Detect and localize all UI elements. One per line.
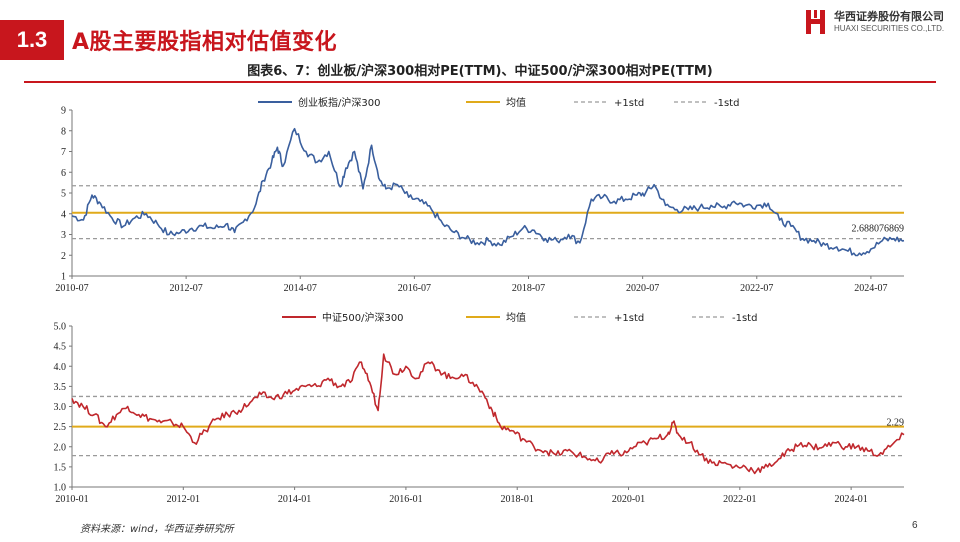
legend: 中证500/沪深300 均值 +1std -1std	[282, 311, 757, 324]
legend: 创业板指/沪深300 均值 +1std -1std	[258, 96, 739, 109]
legend-label: +1std	[614, 98, 644, 109]
section-title: A股主要股指相对估值变化	[72, 30, 338, 55]
last-value-label: 2.688076869	[852, 224, 905, 235]
x-tick-label: 2016-07	[398, 283, 431, 294]
chart-2: 1.0 1.5 2.0 2.5 3.0 3.5 4.0 4.5 5.0 2010-01 2012-0…	[54, 311, 905, 505]
page-number: 6	[912, 520, 918, 531]
legend-label: -1std	[732, 313, 757, 324]
x-tick-label: 2022-01	[723, 494, 756, 505]
y-tick-label: 3	[61, 230, 66, 241]
legend-label: 创业板指/沪深300	[298, 96, 380, 109]
x-tick-label: 2020-01	[612, 494, 645, 505]
y-tick-label: 2.5	[54, 422, 67, 433]
x-tick-label: 2016-01	[389, 494, 422, 505]
y-tick-label: 5.0	[54, 322, 67, 333]
chart-heading: 图表6、7：创业板/沪深300相对PE(TTM)、中证500/沪深300相对PE…	[247, 64, 713, 79]
y-tick-label: 2	[61, 251, 66, 262]
x-tick-label: 2012-01	[167, 494, 200, 505]
legend-label: +1std	[614, 313, 644, 324]
y-tick-label: 7	[61, 147, 66, 158]
y-tick-label: 6	[61, 168, 66, 179]
y-tick-label: 8	[61, 126, 66, 137]
y-tick-label: 2.0	[54, 442, 67, 453]
series-line	[71, 127, 905, 257]
x-tick-label: 2020-07	[626, 283, 659, 294]
y-tick-label: 9	[61, 106, 66, 117]
y-tick-label: 3.0	[54, 402, 67, 413]
x-tick-label: 2024-07	[854, 283, 887, 294]
x-tick-label: 2010-07	[55, 283, 88, 294]
x-tick-label: 2018-01	[501, 494, 534, 505]
legend-label: 均值	[506, 96, 526, 109]
x-tick-label: 2010-01	[55, 494, 88, 505]
section-number-badge: 1.3	[0, 20, 64, 60]
last-value-label: 2.29	[887, 418, 905, 429]
legend-label: 均值	[506, 311, 526, 324]
x-tick-label: 2014-01	[278, 494, 311, 505]
y-tick-label: 1	[61, 272, 66, 283]
y-tick-label: 4.0	[54, 362, 67, 373]
y-tick-label: 4	[61, 209, 66, 220]
legend-label: 中证500/沪深300	[322, 311, 404, 324]
logo-english-name: HUAXI SECURITIES CO.,LTD.	[834, 24, 945, 33]
chart-1: 1 2 3 4 5 6 7 8 9 2010-07 2012-07 2014-07 2016-07 201…	[55, 96, 905, 294]
y-tick-label: 4.5	[54, 342, 67, 353]
data-source-note: 资料来源：wind，华西证券研究所	[80, 524, 234, 535]
logo-chinese-name: 华西证券股份有限公司	[834, 10, 944, 23]
x-tick-label: 2024-01	[834, 494, 867, 505]
y-tick-label: 1.5	[54, 462, 67, 473]
x-tick-label: 2014-07	[284, 283, 317, 294]
y-tick-label: 3.5	[54, 382, 67, 393]
x-tick-label: 2018-07	[512, 283, 545, 294]
huaxi-logo-icon	[806, 10, 825, 34]
x-tick-label: 2012-07	[169, 283, 202, 294]
heading-divider	[24, 81, 936, 83]
y-tick-label: 5	[61, 189, 66, 200]
legend-label: -1std	[714, 98, 739, 109]
company-logo: 华西证券股份有限公司 HUAXI SECURITIES CO.,LTD.	[806, 6, 956, 42]
series-line	[71, 353, 905, 475]
y-tick-label: 1.0	[54, 483, 67, 494]
x-tick-label: 2022-07	[740, 283, 773, 294]
